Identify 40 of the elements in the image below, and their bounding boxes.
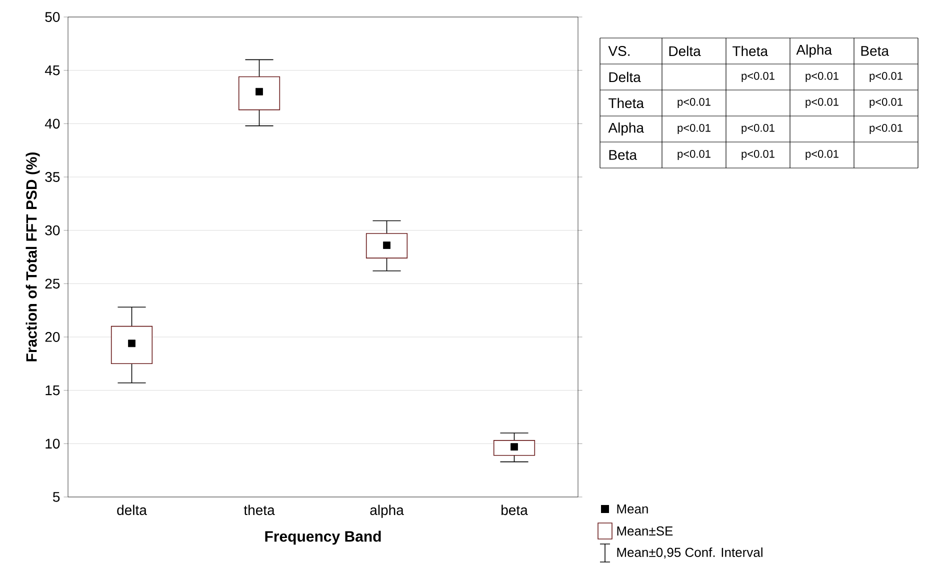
- text: p<0.01: [742, 150, 774, 160]
- text: p<0.01: [678, 150, 710, 160]
- category-label: Alpha: [796, 44, 832, 58]
- text: p<0.01: [806, 72, 838, 82]
- category-label: Beta: [861, 46, 890, 56]
- text: p<0.01: [678, 124, 710, 134]
- x-axis-title: Frequency Band: [265, 530, 381, 545]
- y-tick-label: 40: [44, 118, 60, 129]
- text: p<0.01: [678, 98, 710, 108]
- category-label: Alpha: [608, 122, 644, 136]
- x-tick-label: theta: [244, 504, 275, 516]
- text: Mean: [617, 504, 648, 514]
- x-tick-label: beta: [502, 504, 528, 516]
- y-tick-label: 25: [45, 278, 60, 289]
- category-label: Theta: [608, 98, 644, 108]
- category-label: Theta: [732, 46, 768, 56]
- y-tick-label: 30: [45, 225, 60, 236]
- text: Mean±SE: [617, 526, 673, 536]
- y-tick-label: 15: [46, 385, 60, 396]
- y-tick-label: 5: [52, 492, 60, 502]
- y-tick-label: 35: [45, 172, 60, 182]
- category-label: Delta: [669, 46, 701, 56]
- category-label: Delta: [609, 72, 641, 82]
- y-tick-label: 50: [45, 12, 60, 22]
- text: p<0.01: [806, 98, 838, 108]
- text: p<0.01: [870, 124, 902, 134]
- y-tick-label: 20: [45, 332, 60, 342]
- text: p<0.01: [742, 124, 774, 134]
- x-tick-label: alpha: [370, 504, 404, 518]
- category-label: Beta: [609, 150, 638, 160]
- text: p<0.01: [806, 150, 838, 160]
- text: p<0.01: [742, 72, 774, 82]
- text: VS.: [608, 46, 630, 56]
- x-tick-label: delta: [117, 504, 147, 516]
- text: Mean±0,95 Conf. Interval: [617, 547, 762, 559]
- y-tick-label: 45: [44, 65, 60, 76]
- text: p<0.01: [870, 98, 902, 108]
- y-tick-label: 10: [46, 438, 60, 449]
- text: p<0.01: [870, 72, 902, 82]
- y-axis-title: Fraction of Total FFT PSD (%): [26, 152, 40, 362]
